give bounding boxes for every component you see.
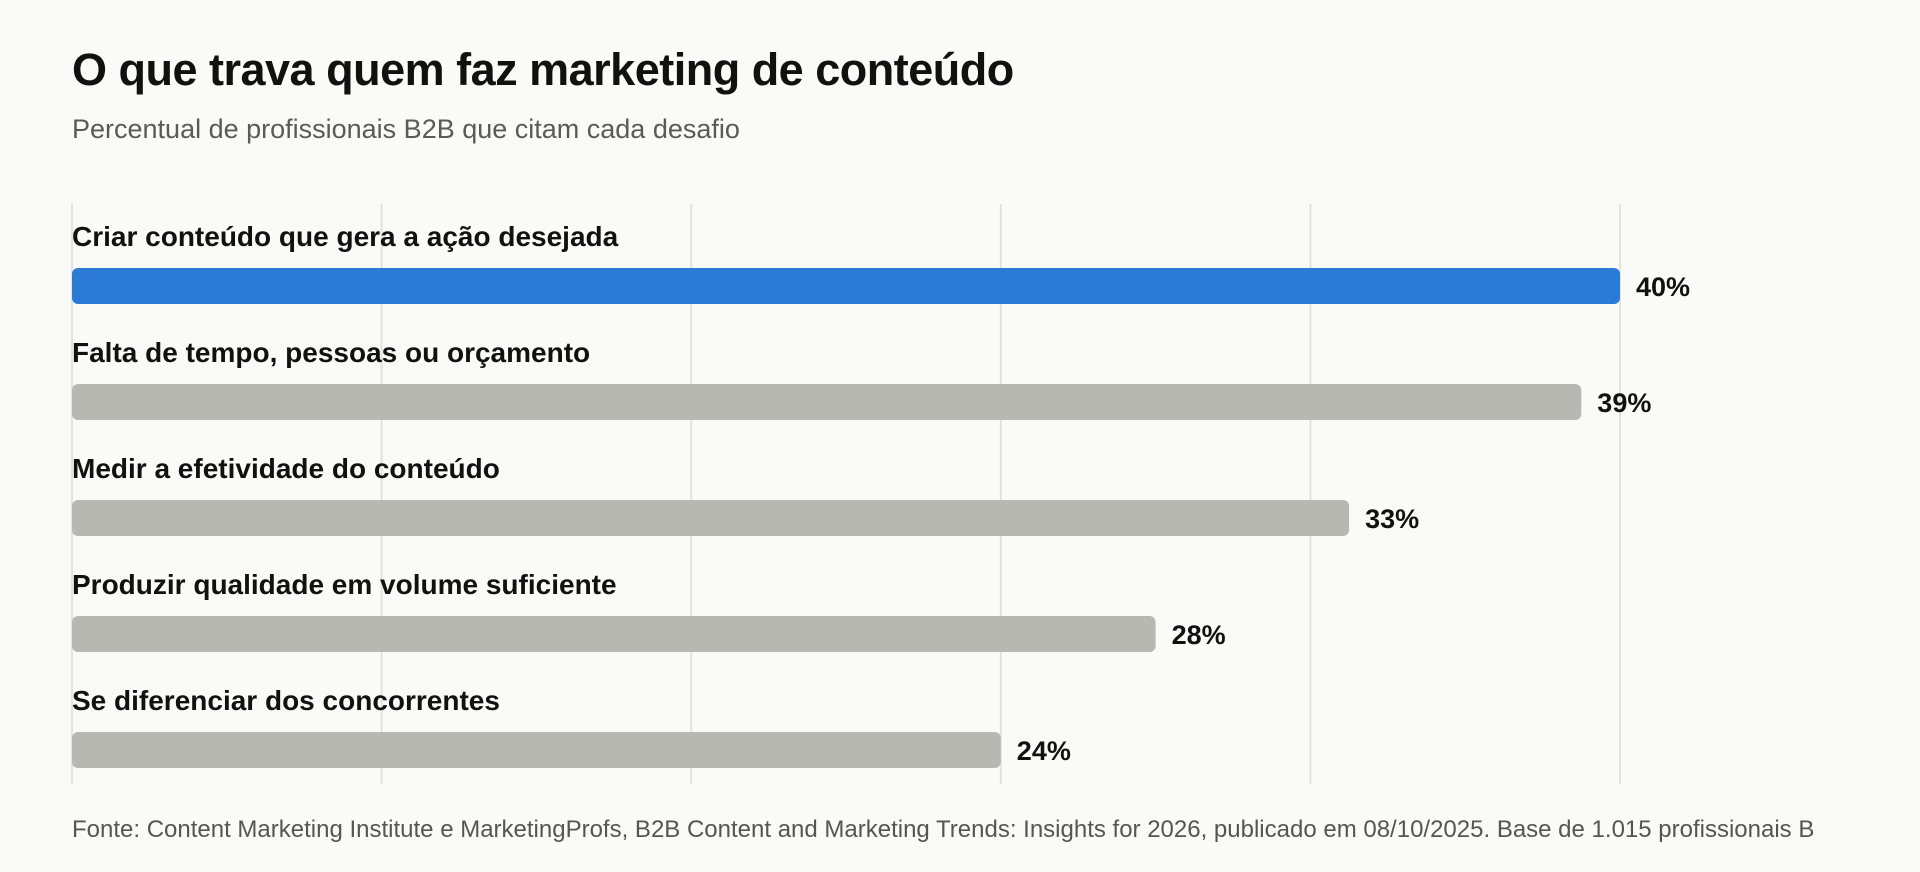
category-label: Produzir qualidade em volume suficiente	[72, 569, 617, 600]
category-label: Criar conteúdo que gera a ação desejada	[72, 221, 619, 252]
category-label: Falta de tempo, pessoas ou orçamento	[72, 337, 590, 368]
value-label: 28%	[1172, 620, 1226, 650]
bar	[72, 268, 1620, 304]
chart-title: O que trava quem faz marketing de conteú…	[72, 44, 1014, 95]
bar-chart: Criar conteúdo que gera a ação desejada 4…	[71, 204, 1690, 784]
source-note: Fonte: Content Marketing Institute e Mar…	[72, 816, 1815, 843]
bar	[72, 384, 1582, 420]
value-label: 24%	[1017, 736, 1071, 766]
value-label: 33%	[1365, 504, 1419, 534]
bar	[72, 500, 1350, 536]
bar	[72, 732, 1001, 768]
chart-subtitle: Percentual de profissionais B2B que cita…	[72, 114, 740, 144]
bar	[72, 616, 1156, 652]
value-label: 40%	[1636, 272, 1690, 302]
category-label: Se diferenciar dos concorrentes	[72, 685, 500, 716]
value-label: 39%	[1597, 388, 1651, 418]
category-label: Medir a efetividade do conteúdo	[72, 453, 500, 484]
bar-layer: Criar conteúdo que gera a ação desejada 4…	[72, 221, 1690, 768]
